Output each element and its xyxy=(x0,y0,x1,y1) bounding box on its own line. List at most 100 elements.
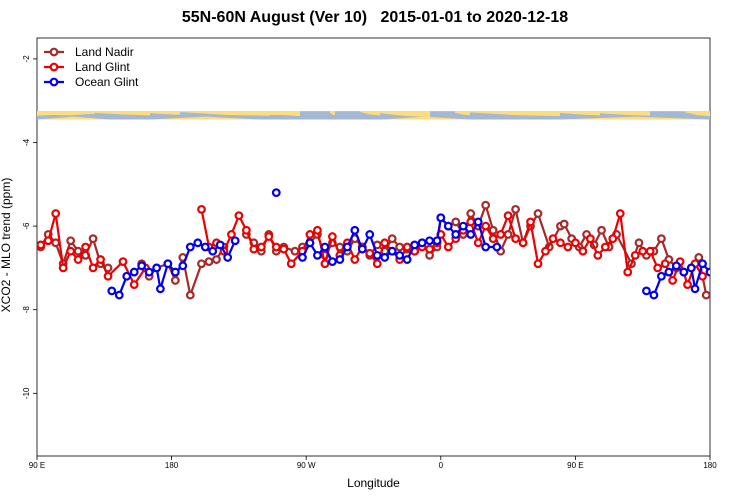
data-point xyxy=(451,230,461,239)
data-point xyxy=(88,263,98,273)
data-point xyxy=(563,242,573,252)
data-point xyxy=(615,209,625,218)
data-point xyxy=(623,267,633,277)
legend-item: Ocean Glint xyxy=(44,75,139,89)
map-land-3 xyxy=(150,111,180,115)
data-point xyxy=(597,225,606,235)
map-land-south-3 xyxy=(560,116,710,120)
data-point xyxy=(96,255,105,264)
data-point xyxy=(668,276,678,285)
data-point xyxy=(481,242,491,252)
map-land-8 xyxy=(380,111,430,118)
data-point xyxy=(163,259,173,269)
data-point xyxy=(593,250,603,260)
map-land-south-1 xyxy=(150,116,260,120)
data-point xyxy=(443,221,453,231)
data-point xyxy=(204,257,214,267)
data-point xyxy=(387,246,397,256)
data-point xyxy=(185,242,195,252)
data-point xyxy=(212,255,221,264)
series-ocean-glint xyxy=(107,188,710,300)
data-point xyxy=(73,255,83,264)
data-point xyxy=(286,259,296,269)
data-point xyxy=(249,244,259,254)
data-point xyxy=(556,238,565,248)
data-point xyxy=(533,259,543,269)
data-point xyxy=(227,230,236,239)
chart-title: 55N-60N August (Ver 10) 2015-01-01 to 20… xyxy=(181,9,569,26)
data-point xyxy=(701,290,710,300)
series-line xyxy=(645,262,710,297)
x-tick-label: 90 W xyxy=(297,461,316,470)
data-point xyxy=(473,238,483,248)
data-point xyxy=(395,250,405,260)
map-land-6 xyxy=(330,111,335,116)
map-land-11 xyxy=(560,111,600,116)
data-point xyxy=(81,242,91,252)
data-point xyxy=(200,242,210,252)
data-point xyxy=(327,232,337,241)
data-point xyxy=(481,221,491,231)
data-point xyxy=(600,242,610,252)
data-point xyxy=(185,290,195,300)
data-point xyxy=(208,246,218,256)
data-point xyxy=(511,204,520,214)
data-point xyxy=(630,250,640,260)
data-point xyxy=(51,238,61,248)
x-axis-label: Longitude xyxy=(347,476,400,490)
data-point xyxy=(327,257,337,267)
data-point xyxy=(290,246,300,256)
data-point xyxy=(410,240,420,250)
data-point xyxy=(690,284,700,294)
data-point xyxy=(683,280,692,290)
data-point xyxy=(256,242,266,252)
data-point xyxy=(197,259,206,269)
data-point xyxy=(585,234,595,244)
data-point xyxy=(234,211,244,221)
data-point xyxy=(488,225,498,235)
data-point xyxy=(279,244,289,254)
data-point xyxy=(656,271,666,281)
map-land-1 xyxy=(70,111,95,116)
x-tick-label: 0 xyxy=(439,461,444,470)
data-point xyxy=(264,232,274,241)
data-point xyxy=(466,209,476,218)
data-point xyxy=(518,238,528,248)
data-point xyxy=(271,188,281,198)
data-point xyxy=(305,230,315,239)
data-point xyxy=(679,267,689,277)
data-point xyxy=(380,253,390,262)
map-land-5 xyxy=(270,111,300,117)
data-point xyxy=(129,280,139,290)
data-point xyxy=(653,263,663,273)
y-tick-label: -10 xyxy=(22,387,31,399)
data-point xyxy=(271,242,281,252)
map-land-7 xyxy=(360,111,380,116)
legend-label: Ocean Glint xyxy=(75,75,139,89)
data-point xyxy=(533,209,543,218)
data-point xyxy=(305,238,315,248)
data-point xyxy=(372,250,382,260)
data-point xyxy=(466,230,476,239)
data-point xyxy=(118,257,128,267)
data-point xyxy=(129,267,139,277)
legend-item: Land Nadir xyxy=(44,45,134,59)
world-map-band xyxy=(37,111,710,120)
data-point xyxy=(193,238,203,248)
data-point xyxy=(395,242,405,252)
data-point xyxy=(432,236,442,246)
data-point xyxy=(417,238,427,248)
map-land-4 xyxy=(180,111,270,116)
data-point xyxy=(152,263,162,273)
data-point xyxy=(88,234,98,244)
y-tick-label: -8 xyxy=(22,306,31,314)
data-point xyxy=(503,230,513,239)
data-point xyxy=(571,238,580,248)
data-point xyxy=(425,236,434,246)
data-point xyxy=(197,204,206,214)
data-point xyxy=(372,259,382,269)
data-point xyxy=(451,217,461,227)
data-point xyxy=(43,236,53,246)
